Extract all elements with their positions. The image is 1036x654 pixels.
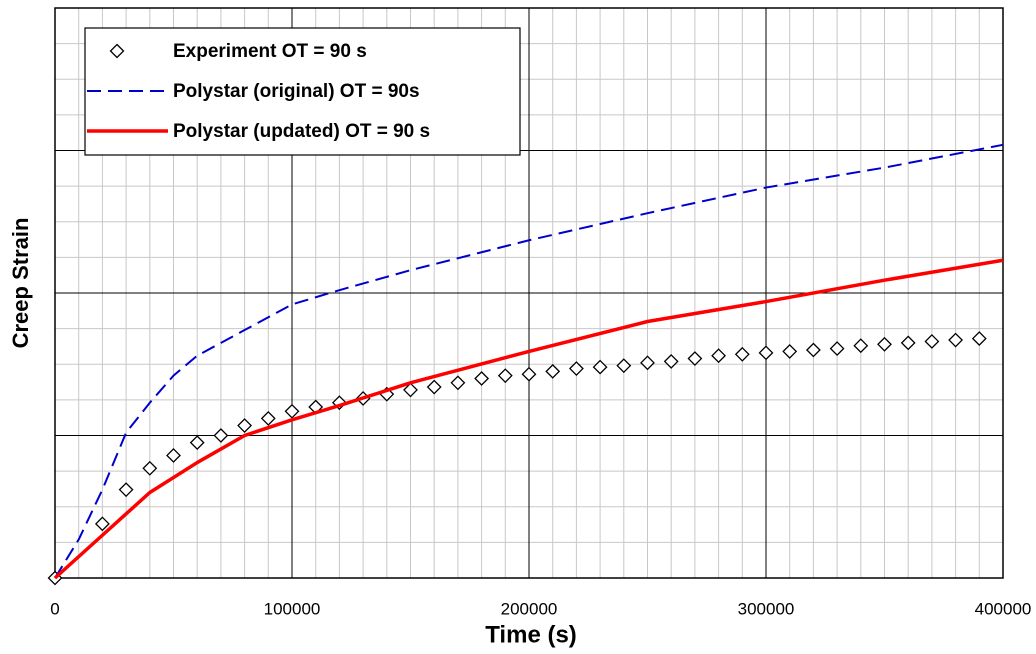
legend: Experiment OT = 90 s Polystar (original) … [84, 27, 521, 156]
data-point [260, 410, 276, 426]
data-point [568, 361, 584, 376]
data-point [94, 516, 110, 532]
data-point [213, 428, 229, 443]
data-line [54, 143, 1004, 579]
data-point [640, 355, 655, 371]
x-tick-label: 0 [50, 599, 59, 618]
data-point [616, 358, 632, 374]
data-point [734, 346, 750, 362]
data-point [924, 334, 940, 349]
legend-label: Polystar (updated) OT = 90 s [173, 121, 430, 142]
data-point [900, 335, 916, 351]
data-point [971, 331, 987, 347]
data-point [142, 460, 158, 476]
data-point [687, 351, 703, 366]
data-point [948, 332, 964, 348]
data-point [118, 482, 134, 498]
data-point [237, 418, 253, 433]
data-point [877, 336, 892, 352]
legend-label: Polystar (original) OT = 90s [173, 81, 420, 102]
data-point [166, 448, 181, 463]
data-point [805, 342, 821, 358]
x-tick-label: 200000 [501, 599, 558, 618]
x-tick-label: 400000 [975, 599, 1032, 618]
data-point [711, 348, 727, 364]
y-axis-label: Creep Strain [8, 218, 33, 349]
data-point [829, 341, 845, 356]
data-point [474, 371, 490, 386]
legend-marker [109, 43, 125, 59]
data-point [189, 435, 205, 451]
data-line [53, 258, 1004, 580]
x-tick-label: 100000 [264, 599, 321, 618]
data-point [521, 366, 537, 382]
data-point [545, 363, 561, 379]
data-point [450, 375, 466, 391]
data-point [663, 353, 679, 369]
plot-frame [54, 7, 1004, 579]
data-point [403, 382, 418, 398]
x-axis-label: Time (s) [485, 621, 577, 648]
data-point [284, 403, 300, 419]
x-tick-label: 300000 [738, 599, 795, 618]
data-point [758, 345, 774, 361]
legend-label: Experiment OT = 90 s [173, 41, 367, 62]
data-point [592, 359, 608, 375]
data-point [497, 368, 513, 384]
data-point [426, 379, 442, 395]
data-point [782, 344, 798, 359]
data-point [853, 338, 869, 354]
